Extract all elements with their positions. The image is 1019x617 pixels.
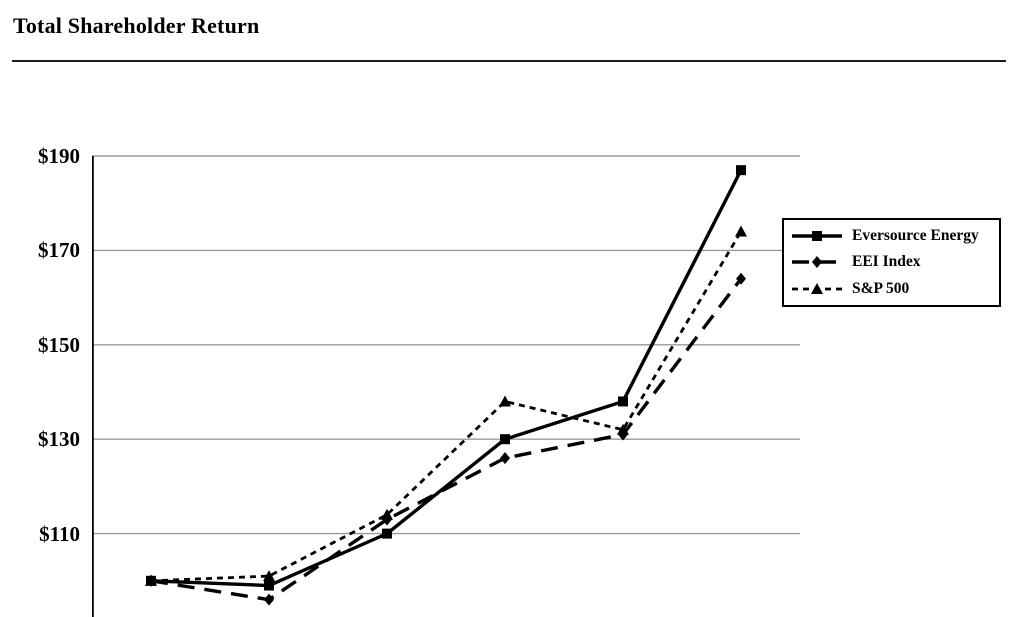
chart-legend: Eversource Energy EEI Index S&P 500 bbox=[782, 218, 1001, 307]
y-tick-label: $130 bbox=[38, 427, 80, 452]
y-tick-label: $150 bbox=[38, 332, 80, 357]
legend-sample-eversource-energy bbox=[792, 231, 842, 242]
legend-label: Eversource Energy bbox=[852, 227, 979, 245]
diamond-marker bbox=[736, 272, 746, 285]
square-marker bbox=[146, 575, 156, 586]
legend-item-eversource-energy: Eversource Energy bbox=[790, 226, 993, 246]
triangle-marker bbox=[263, 570, 275, 582]
triangle-marker bbox=[499, 395, 511, 407]
square-marker bbox=[736, 165, 746, 176]
square-marker bbox=[812, 231, 822, 242]
legend-item-s-p-500: S&P 500 bbox=[790, 279, 993, 299]
diamond-marker bbox=[618, 428, 628, 441]
y-tick-label: $190 bbox=[38, 144, 80, 168]
title-divider bbox=[12, 60, 1006, 62]
diamond-marker bbox=[264, 593, 274, 606]
y-tick-label: $170 bbox=[38, 238, 80, 263]
square-marker bbox=[500, 434, 510, 445]
triangle-marker bbox=[811, 282, 823, 294]
legend-item-eei-index: EEI Index bbox=[790, 252, 993, 272]
diamond-marker bbox=[382, 513, 392, 526]
square-marker bbox=[618, 396, 628, 407]
square-marker bbox=[382, 528, 392, 539]
legend-label: S&P 500 bbox=[852, 279, 910, 297]
y-tick-label: $110 bbox=[39, 521, 80, 546]
legend-sample-eei-index bbox=[792, 256, 842, 269]
plot-area bbox=[91, 155, 800, 617]
chart-title: Total Shareholder Return bbox=[13, 13, 260, 38]
legend-label: EEI Index bbox=[852, 253, 921, 271]
total-shareholder-return-chart: $90$110$130$150$170$190 2014201520162017… bbox=[0, 70, 1019, 617]
series-line-eei-index bbox=[150, 277, 743, 602]
square-marker bbox=[264, 580, 274, 591]
series-line-s-p-500 bbox=[150, 230, 743, 583]
diamond-marker bbox=[812, 256, 822, 269]
triangle-marker bbox=[735, 225, 747, 237]
series-line-eversource-energy bbox=[150, 169, 743, 588]
legend-sample-s-p-500 bbox=[792, 282, 842, 294]
diamond-marker bbox=[500, 452, 510, 465]
